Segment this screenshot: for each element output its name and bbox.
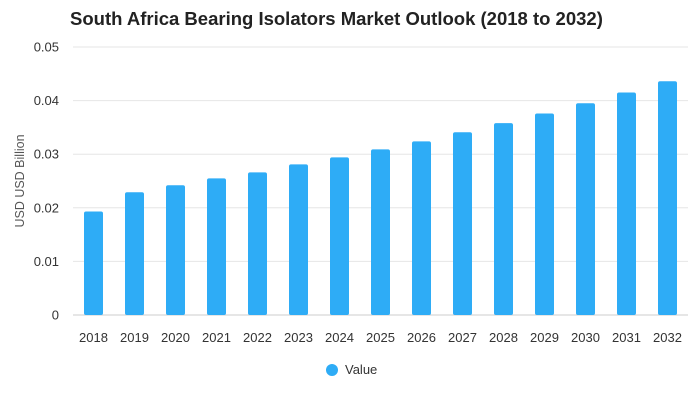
y-tick-label: 0.02 xyxy=(34,200,59,215)
bar xyxy=(494,123,513,315)
y-tick-label: 0.05 xyxy=(34,40,59,55)
x-tick-label: 2028 xyxy=(489,330,518,345)
bar xyxy=(84,211,103,315)
y-tick-label: 0.01 xyxy=(34,254,59,269)
y-tick-label: 0.03 xyxy=(34,147,59,162)
x-tick-label: 2018 xyxy=(79,330,108,345)
x-tick-label: 2027 xyxy=(448,330,477,345)
bar xyxy=(412,141,431,315)
x-tick-label: 2026 xyxy=(407,330,436,345)
bar xyxy=(576,103,595,315)
x-tick-label: 2023 xyxy=(284,330,313,345)
x-tick-label: 2024 xyxy=(325,330,354,345)
bar xyxy=(453,132,472,315)
y-axis-label: USD USD Billion xyxy=(13,134,27,227)
bar xyxy=(535,113,554,316)
legend-label: Value xyxy=(345,362,378,377)
chart-title: South Africa Bearing Isolators Market Ou… xyxy=(70,8,603,29)
legend[interactable]: Value xyxy=(326,362,377,377)
x-tick-label: 2030 xyxy=(571,330,600,345)
bar xyxy=(658,81,677,315)
bar xyxy=(248,172,267,315)
bar xyxy=(166,185,185,315)
bar xyxy=(125,192,144,315)
x-tick-label: 2019 xyxy=(120,330,149,345)
bar xyxy=(617,92,636,315)
x-tick-label: 2029 xyxy=(530,330,559,345)
bar xyxy=(330,157,349,315)
y-tick-label: 0 xyxy=(52,308,59,323)
bar xyxy=(289,164,308,315)
x-tick-label: 2022 xyxy=(243,330,272,345)
x-tick-label: 2020 xyxy=(161,330,190,345)
bar xyxy=(207,178,226,315)
bar xyxy=(371,149,390,315)
x-tick-label: 2031 xyxy=(612,330,641,345)
y-tick-label: 0.04 xyxy=(34,93,59,108)
legend-marker-icon xyxy=(326,363,338,376)
x-tick-label: 2032 xyxy=(653,330,682,345)
x-tick-label: 2025 xyxy=(366,330,395,345)
x-tick-label: 2021 xyxy=(202,330,231,345)
